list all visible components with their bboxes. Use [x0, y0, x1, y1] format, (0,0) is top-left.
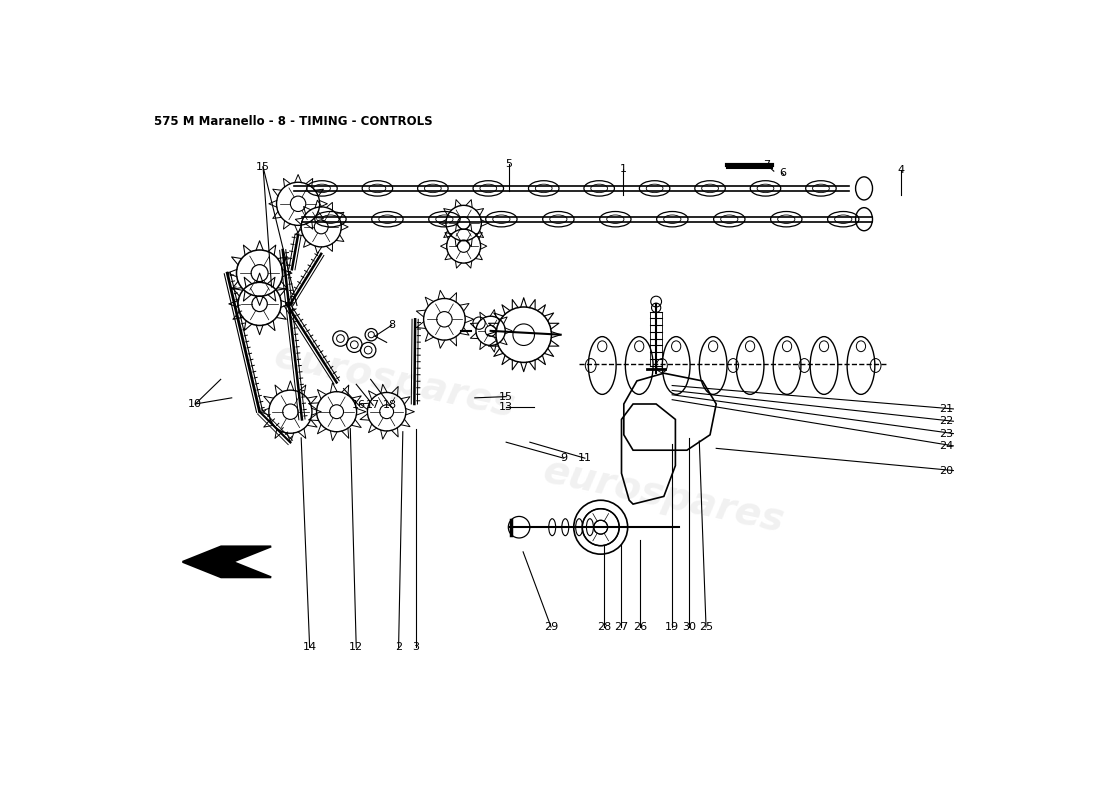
Text: 18: 18 — [383, 400, 397, 410]
Text: 10: 10 — [188, 399, 202, 409]
Text: 26: 26 — [632, 622, 647, 632]
Text: 6: 6 — [779, 168, 785, 178]
Text: 1: 1 — [619, 164, 627, 174]
Text: 11: 11 — [578, 454, 592, 463]
Text: 23: 23 — [939, 429, 954, 438]
Text: 22: 22 — [939, 416, 954, 426]
Text: 28: 28 — [597, 622, 612, 632]
Text: 3: 3 — [412, 642, 419, 652]
Text: 30: 30 — [682, 622, 696, 632]
Text: 575 M Maranello - 8 - TIMING - CONTROLS: 575 M Maranello - 8 - TIMING - CONTROLS — [154, 115, 432, 128]
Text: 17: 17 — [366, 400, 381, 410]
Polygon shape — [183, 546, 271, 578]
Text: 9: 9 — [560, 454, 568, 463]
Text: 13: 13 — [499, 402, 514, 412]
Text: 5: 5 — [505, 158, 513, 169]
Text: eurospares: eurospares — [540, 452, 788, 541]
Text: 29: 29 — [543, 622, 558, 632]
Text: 15: 15 — [499, 392, 514, 402]
Text: eurospares: eurospares — [271, 337, 518, 425]
Text: 20: 20 — [939, 466, 954, 475]
Text: 27: 27 — [614, 622, 628, 632]
Text: 19: 19 — [666, 622, 679, 632]
Text: 2: 2 — [395, 642, 403, 652]
Text: 21: 21 — [939, 404, 954, 414]
Text: 4: 4 — [898, 165, 904, 175]
Text: 25: 25 — [698, 622, 713, 632]
Text: 15: 15 — [256, 162, 271, 172]
Text: 24: 24 — [939, 441, 954, 451]
Text: 8: 8 — [388, 320, 395, 330]
Text: 14: 14 — [302, 642, 317, 652]
Text: 7: 7 — [763, 160, 771, 170]
Text: 12: 12 — [349, 642, 363, 652]
Text: 16: 16 — [352, 400, 366, 410]
